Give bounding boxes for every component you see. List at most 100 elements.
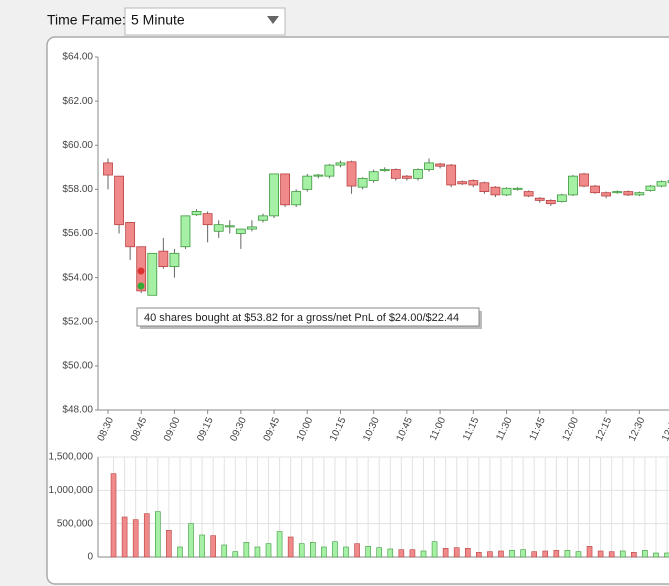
volume-bar — [243, 542, 250, 558]
volume-bar — [354, 543, 360, 558]
volume-bar — [619, 550, 626, 558]
volume-bar — [664, 552, 669, 558]
candle-body — [512, 187, 523, 190]
candle-body — [269, 173, 279, 217]
volume-bar — [298, 543, 305, 558]
y-tick-label: 0 — [87, 552, 93, 563]
volume-bar — [143, 513, 150, 558]
y-tick-label: $54.00 — [62, 272, 93, 283]
volume-bar — [420, 550, 427, 558]
candle-body — [224, 225, 235, 228]
candle-body — [623, 191, 634, 196]
volume-bar — [343, 546, 349, 558]
candle-body — [379, 169, 390, 172]
trade-marker — [137, 267, 145, 275]
candle-body — [534, 197, 545, 201]
volume-bar — [321, 546, 327, 558]
volume-bar — [232, 551, 239, 558]
volume-bar — [265, 543, 272, 558]
trade-marker — [137, 282, 145, 290]
y-tick-label: $58.00 — [62, 184, 93, 195]
tooltip: 40 shares bought at $53.82 for a gross/n… — [136, 307, 482, 329]
y-tick-label: $64.00 — [62, 52, 93, 63]
time-frame-select[interactable]: 5 Minute — [124, 7, 286, 36]
volume-bar — [132, 519, 139, 558]
volume-bar — [365, 546, 371, 558]
volume-bar — [210, 535, 216, 558]
candle-body — [424, 162, 434, 170]
volume-bar — [431, 541, 438, 558]
select-arrow[interactable] — [267, 16, 279, 24]
volume-bar — [155, 511, 161, 558]
candle-body — [213, 224, 224, 232]
volume-bar — [553, 550, 560, 558]
candle-body — [457, 181, 468, 185]
candle-body — [103, 162, 113, 176]
volume-bar — [509, 550, 515, 558]
candle-body — [579, 173, 589, 187]
candle-body — [114, 175, 124, 226]
y-tick-label: $48.00 — [62, 405, 93, 416]
volume-bar — [631, 552, 637, 558]
candle-body — [545, 200, 556, 205]
candle-body — [390, 169, 401, 179]
volume-bar — [276, 531, 283, 558]
time-frame-label: Time Frame: — [47, 12, 126, 28]
x-tick-label: 12:45 — [660, 415, 669, 443]
volume-bar — [542, 550, 549, 558]
candle-body — [523, 191, 534, 197]
candle-body — [435, 163, 446, 167]
y-tick-label: $52.00 — [62, 316, 93, 327]
volume-bar — [464, 548, 471, 558]
volume-bar — [476, 552, 482, 558]
candle-body — [302, 175, 313, 190]
select-value[interactable]: 5 Minute — [131, 12, 185, 28]
volume-chart: 0 500,000 1,000,000 1,500,000 — [49, 452, 669, 563]
candle-body — [413, 169, 423, 179]
volume-bar — [520, 549, 526, 558]
candle-body — [590, 185, 600, 194]
volume-bar — [199, 534, 205, 558]
volume-bar — [121, 516, 128, 558]
y-tick-label: $60.00 — [62, 140, 93, 151]
volume-bar — [166, 530, 172, 558]
candle-body — [158, 250, 169, 267]
volume-bar — [597, 550, 604, 558]
candle-body — [656, 181, 667, 187]
candle-body — [601, 192, 612, 197]
y-tick-label: 1,000,000 — [49, 485, 94, 496]
volume-bar — [287, 536, 294, 558]
candle-body — [202, 213, 213, 226]
candle-body — [247, 226, 257, 230]
candle-body — [357, 177, 368, 188]
candle-body — [291, 191, 302, 206]
trade-markers — [137, 267, 145, 290]
y-tick-label: $56.00 — [62, 228, 93, 239]
candle-body — [191, 211, 202, 216]
candle-body — [280, 173, 291, 206]
volume-bar — [575, 551, 582, 558]
volume-bar — [642, 550, 648, 558]
candle-body — [147, 252, 158, 296]
candle-body — [235, 228, 246, 234]
tooltip-box — [136, 307, 480, 327]
volume-bar — [498, 550, 504, 558]
candle-body — [324, 164, 335, 177]
volume-bars — [110, 473, 669, 558]
y-tick-label: 1,500,000 — [49, 452, 94, 463]
volume-bar — [409, 549, 416, 558]
volume-bar — [453, 547, 460, 558]
candle-body — [180, 215, 191, 248]
candle-body — [568, 175, 578, 196]
volume-bar — [442, 548, 449, 558]
select-box[interactable] — [124, 7, 286, 36]
candle-body — [401, 175, 412, 179]
candle-body — [612, 191, 623, 194]
y-tick-label: 500,000 — [57, 518, 94, 529]
volume-bar — [586, 546, 593, 558]
candles — [103, 158, 669, 296]
candle-body — [313, 174, 324, 177]
volume-bar — [254, 546, 261, 558]
